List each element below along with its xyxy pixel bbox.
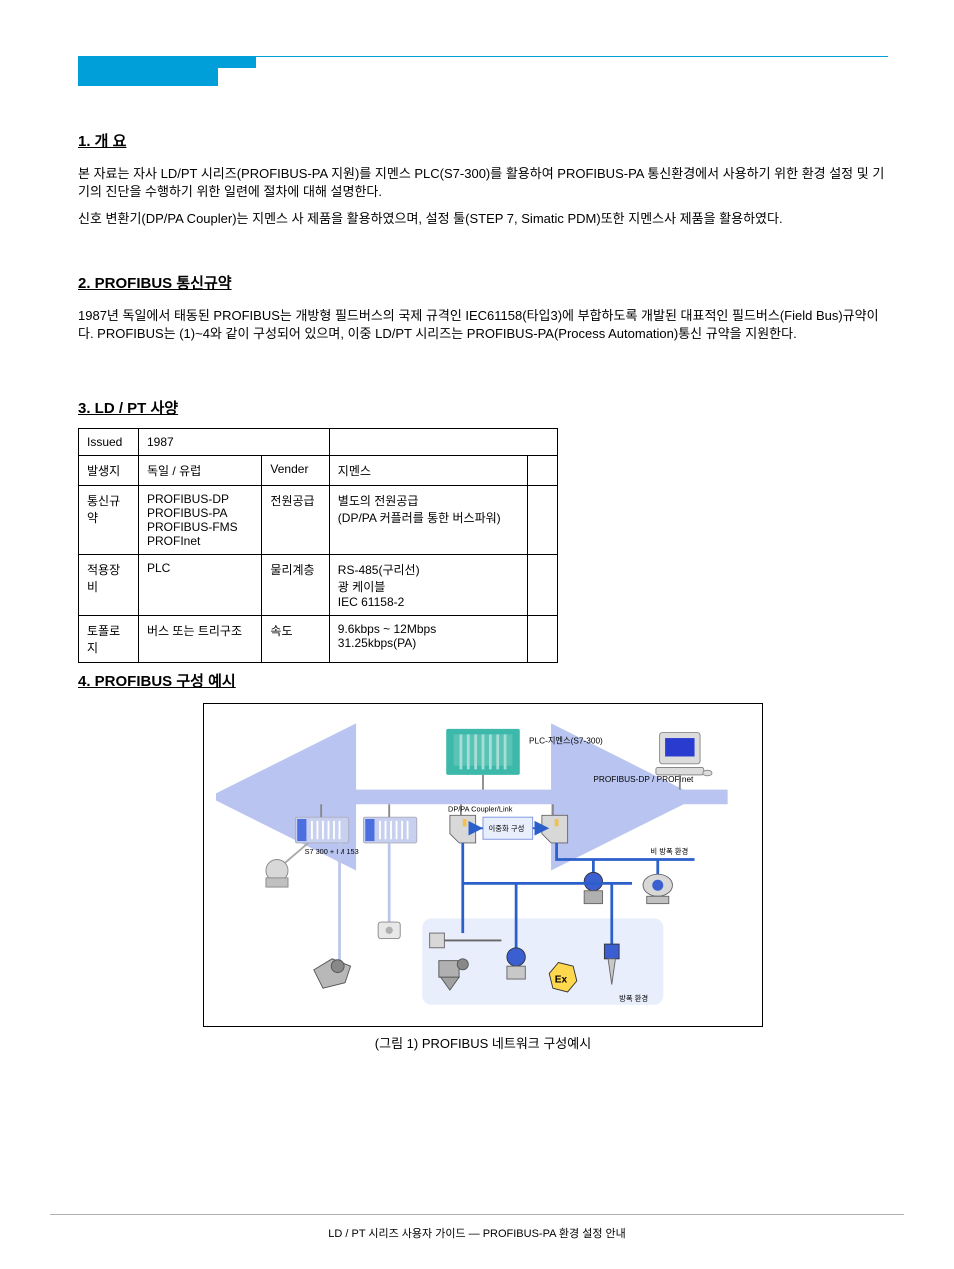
table-cell: PROFIBUS-DP PROFIBUS-PA PROFIBUS-FMS PRO… (139, 486, 262, 555)
table-cell (528, 486, 558, 555)
remote-io-label: S7 300 + IM 153 (305, 847, 359, 856)
remote-io-2 (363, 804, 416, 843)
table-cell: PLC (139, 555, 262, 616)
remote-io-1 (295, 804, 348, 843)
table-cell: 발생지 (79, 456, 139, 486)
ex-label: 방폭 환경 (619, 994, 648, 1003)
table-cell (528, 555, 558, 616)
pressure-transmitter-ex-icon (507, 948, 525, 979)
section-title-diagram: 4. PROFIBUS 구성 예시 (78, 670, 888, 691)
table-row: 토폴로지버스 또는 트리구조속도9.6kbps ~ 12Mbps 31.25kb… (79, 616, 558, 663)
table-cell (329, 429, 557, 456)
footer-text: LD / PT 시리즈 사용자 가이드 — PROFIBUS-PA 환경 설정 … (50, 1225, 904, 1241)
actuator-2-icon (314, 959, 351, 988)
section-spec: 3. LD / PT 사양 Issued1987발생지독일 / 유럽Vender… (78, 397, 888, 663)
diagram-caption: (그림 1) PROFIBUS 네트워크 구성예시 (78, 1035, 888, 1053)
table-cell: 전원공급 (262, 486, 329, 555)
section-diagram: 4. PROFIBUS 구성 예시 PROFIBUS-DP / PROFInet (78, 670, 888, 1053)
overview-p1: 본 자료는 자사 LD/PT 시리즈(PROFIBUS-PA 지원)를 지멘스 … (78, 165, 888, 200)
transmitter-nonex-1 (584, 872, 602, 903)
table-cell: 속도 (262, 616, 329, 663)
plc-icon (446, 729, 520, 790)
actuator-1-icon (266, 843, 308, 887)
dp-pa-coupler-right (542, 804, 568, 843)
section-title-protocol: 2. PROFIBUS 통신규약 (78, 272, 888, 293)
table-cell: 통신규약 (79, 486, 139, 555)
section-title-overview: 1. 개 요 (78, 130, 888, 151)
table-cell: 독일 / 유럽 (139, 456, 262, 486)
table-cell: 물리계층 (262, 555, 329, 616)
table-cell: Issued (79, 429, 139, 456)
table-cell: 별도의 전원공급 (DP/PA 커플러를 통한 버스파워) (329, 486, 527, 555)
table-row: 통신규약PROFIBUS-DP PROFIBUS-PA PROFIBUS-FMS… (79, 486, 558, 555)
overview-p2: 신호 변환기(DP/PA Coupler)는 지멘스 사 제품을 활용하였으며,… (78, 210, 888, 228)
table-row: Issued1987 (79, 429, 558, 456)
table-cell: 버스 또는 트리구조 (139, 616, 262, 663)
table-cell (528, 456, 558, 486)
header-accent-step (218, 56, 256, 68)
svg-text:Ex: Ex (555, 975, 568, 986)
network-diagram-svg: PROFIBUS-DP / PROFInet PLC-지멘스(S7-300) (216, 716, 750, 1014)
table-cell (528, 616, 558, 663)
table-cell: RS-485(구리선) 광 케이블 IEC 61158-2 (329, 555, 527, 616)
footer-rule (50, 1214, 904, 1215)
header-rule (256, 56, 888, 57)
table-row: 발생지독일 / 유럽Vender지멘스 (79, 456, 558, 486)
section-overview: 1. 개 요 본 자료는 자사 LD/PT 시리즈(PROFIBUS-PA 지원… (78, 130, 888, 238)
section-title-spec: 3. LD / PT 사양 (78, 397, 888, 418)
table-cell: 9.6kbps ~ 12Mbps 31.25kbps(PA) (329, 616, 527, 663)
header-bar (78, 56, 888, 86)
network-diagram: PROFIBUS-DP / PROFInet PLC-지멘스(S7-300) (203, 703, 763, 1027)
section-protocol: 2. PROFIBUS 통신규약 1987년 독일에서 태동된 PROFIBUS… (78, 272, 888, 342)
sensor-icon (378, 922, 400, 939)
table-cell: 적용장비 (79, 555, 139, 616)
protocol-p1: 1987년 독일에서 태동된 PROFIBUS는 개방형 필드버스의 국제 규격… (78, 307, 888, 342)
table-cell: 토폴로지 (79, 616, 139, 663)
header-accent-block (78, 56, 218, 86)
table-cell: 지멘스 (329, 456, 527, 486)
redundancy-label: 이중화 구성 (489, 824, 525, 833)
table-cell: 1987 (139, 429, 330, 456)
transmitter-nonex-2 (643, 874, 672, 903)
table-cell: Vender (262, 456, 329, 486)
table-row: 적용장비PLC물리계층RS-485(구리선) 광 케이블 IEC 61158-2 (79, 555, 558, 616)
spec-table: Issued1987발생지독일 / 유럽Vender지멘스통신규약PROFIBU… (78, 428, 558, 663)
nonex-label: 비 방폭 환경 (650, 847, 688, 856)
pa-trunk-ex (463, 843, 632, 883)
coupler-label: DP/PA Coupler/Link (448, 805, 513, 814)
plc-label: PLC-지멘스(S7-300) (529, 737, 603, 746)
